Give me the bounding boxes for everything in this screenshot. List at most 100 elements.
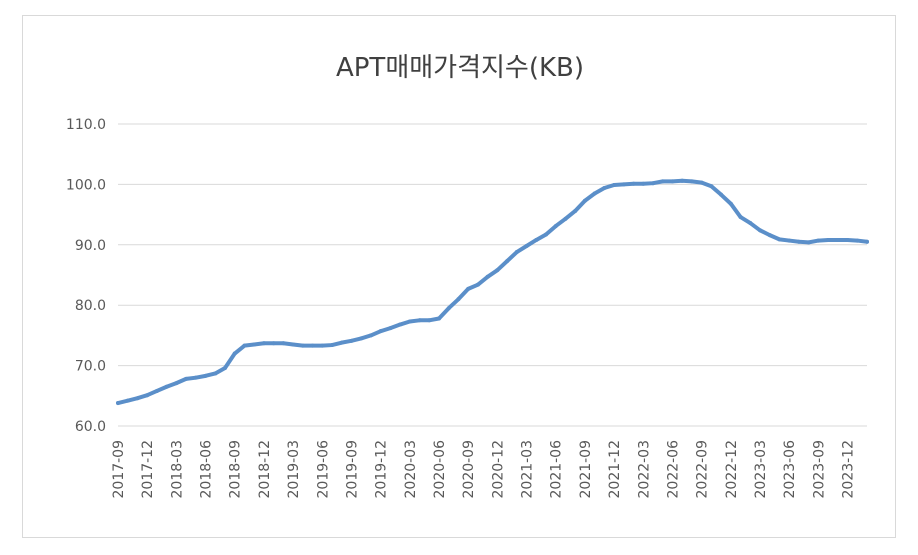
data-point bbox=[164, 384, 169, 389]
x-tick-label: 2023-09 bbox=[811, 440, 827, 499]
data-point bbox=[758, 228, 762, 233]
data-point bbox=[446, 306, 451, 311]
data-point bbox=[689, 179, 694, 184]
data-point bbox=[261, 341, 266, 346]
x-tick-label: 2022-09 bbox=[695, 440, 711, 499]
data-point bbox=[495, 268, 500, 273]
data-point bbox=[407, 319, 412, 324]
data-point bbox=[777, 237, 782, 242]
data-point bbox=[816, 238, 821, 243]
data-point bbox=[787, 238, 792, 243]
data-point bbox=[738, 215, 743, 220]
x-tick-label: 2017-09 bbox=[111, 440, 127, 499]
x-tick-label: 2023-03 bbox=[753, 440, 769, 499]
y-axis-ticks: 60.0 70.0 80.0 90.0 100.0 110.0 bbox=[66, 117, 106, 435]
data-point bbox=[154, 388, 159, 393]
data-point bbox=[621, 182, 626, 187]
data-point bbox=[174, 381, 179, 386]
data-point bbox=[349, 338, 354, 343]
data-point bbox=[456, 297, 461, 302]
data-point bbox=[135, 396, 140, 401]
x-tick-label: 2023-12 bbox=[841, 440, 857, 499]
x-tick-label: 2023-06 bbox=[782, 440, 798, 499]
data-point bbox=[242, 343, 247, 348]
data-point bbox=[359, 336, 364, 341]
y-tick-label: 90.0 bbox=[75, 238, 106, 254]
data-point bbox=[281, 341, 286, 346]
data-point bbox=[582, 198, 587, 203]
data-point bbox=[184, 376, 189, 381]
data-point bbox=[602, 186, 607, 191]
x-tick-label: 2022-06 bbox=[665, 440, 681, 499]
data-point bbox=[427, 318, 432, 323]
data-point bbox=[719, 192, 724, 197]
data-point bbox=[330, 343, 334, 348]
data-point bbox=[232, 351, 237, 356]
data-point bbox=[641, 181, 646, 186]
data-point bbox=[806, 240, 811, 245]
data-point bbox=[573, 208, 578, 213]
x-tick-label: 2022-12 bbox=[724, 440, 740, 499]
data-point bbox=[145, 393, 150, 398]
x-tick-label: 2019-03 bbox=[286, 440, 302, 499]
data-point bbox=[826, 237, 831, 242]
x-tick-label: 2018-12 bbox=[257, 440, 273, 499]
data-point bbox=[524, 244, 529, 249]
y-tick-label: 80.0 bbox=[75, 298, 106, 314]
data-point bbox=[437, 316, 441, 321]
data-point bbox=[310, 343, 315, 348]
data-point bbox=[368, 333, 373, 338]
series-line bbox=[116, 178, 869, 406]
x-tick-label: 2019-06 bbox=[315, 440, 331, 499]
data-point bbox=[845, 237, 850, 242]
y-tick-label: 60.0 bbox=[75, 419, 106, 435]
data-point bbox=[320, 343, 325, 348]
data-point bbox=[213, 371, 218, 376]
data-point bbox=[855, 238, 860, 243]
x-tick-label: 2021-09 bbox=[578, 440, 594, 499]
y-tick-label: 70.0 bbox=[75, 359, 106, 375]
data-point bbox=[125, 398, 130, 403]
x-tick-label: 2019-12 bbox=[374, 440, 390, 499]
x-tick-label: 2018-03 bbox=[169, 440, 185, 499]
x-tick-label: 2020-03 bbox=[403, 440, 419, 499]
data-point bbox=[475, 282, 480, 287]
data-point bbox=[592, 191, 597, 196]
data-point bbox=[223, 366, 227, 371]
data-point bbox=[378, 329, 383, 334]
x-tick-label: 2018-09 bbox=[228, 440, 244, 499]
data-point bbox=[796, 239, 801, 244]
data-point bbox=[485, 274, 490, 279]
x-tick-label: 2019-09 bbox=[344, 440, 360, 499]
data-point bbox=[203, 373, 208, 378]
data-point bbox=[553, 224, 558, 229]
x-tick-label: 2020-06 bbox=[432, 440, 448, 499]
data-point bbox=[709, 184, 714, 189]
chart-title: APT매매가격지수(KB) bbox=[336, 53, 584, 83]
data-point bbox=[835, 237, 840, 242]
data-point bbox=[193, 375, 198, 380]
x-tick-label: 2020-12 bbox=[490, 440, 506, 499]
data-point bbox=[660, 179, 665, 184]
data-point bbox=[398, 322, 403, 327]
data-point bbox=[728, 201, 733, 206]
x-tick-label: 2021-12 bbox=[607, 440, 623, 499]
data-point bbox=[271, 341, 276, 346]
data-point bbox=[300, 343, 305, 348]
x-tick-label: 2021-03 bbox=[520, 440, 536, 499]
data-point bbox=[466, 286, 471, 291]
data-point bbox=[748, 221, 753, 226]
data-point bbox=[339, 340, 344, 345]
y-tick-label: 110.0 bbox=[66, 117, 106, 133]
data-point bbox=[388, 326, 393, 331]
data-point bbox=[865, 239, 869, 244]
data-point bbox=[767, 233, 772, 238]
x-tick-label: 2022-03 bbox=[636, 440, 652, 499]
data-point bbox=[563, 216, 568, 221]
data-point bbox=[651, 181, 655, 186]
data-point bbox=[699, 180, 704, 185]
data-point bbox=[116, 401, 120, 406]
data-point bbox=[291, 342, 296, 347]
data-point bbox=[670, 179, 675, 184]
grid-lines bbox=[118, 123, 867, 427]
